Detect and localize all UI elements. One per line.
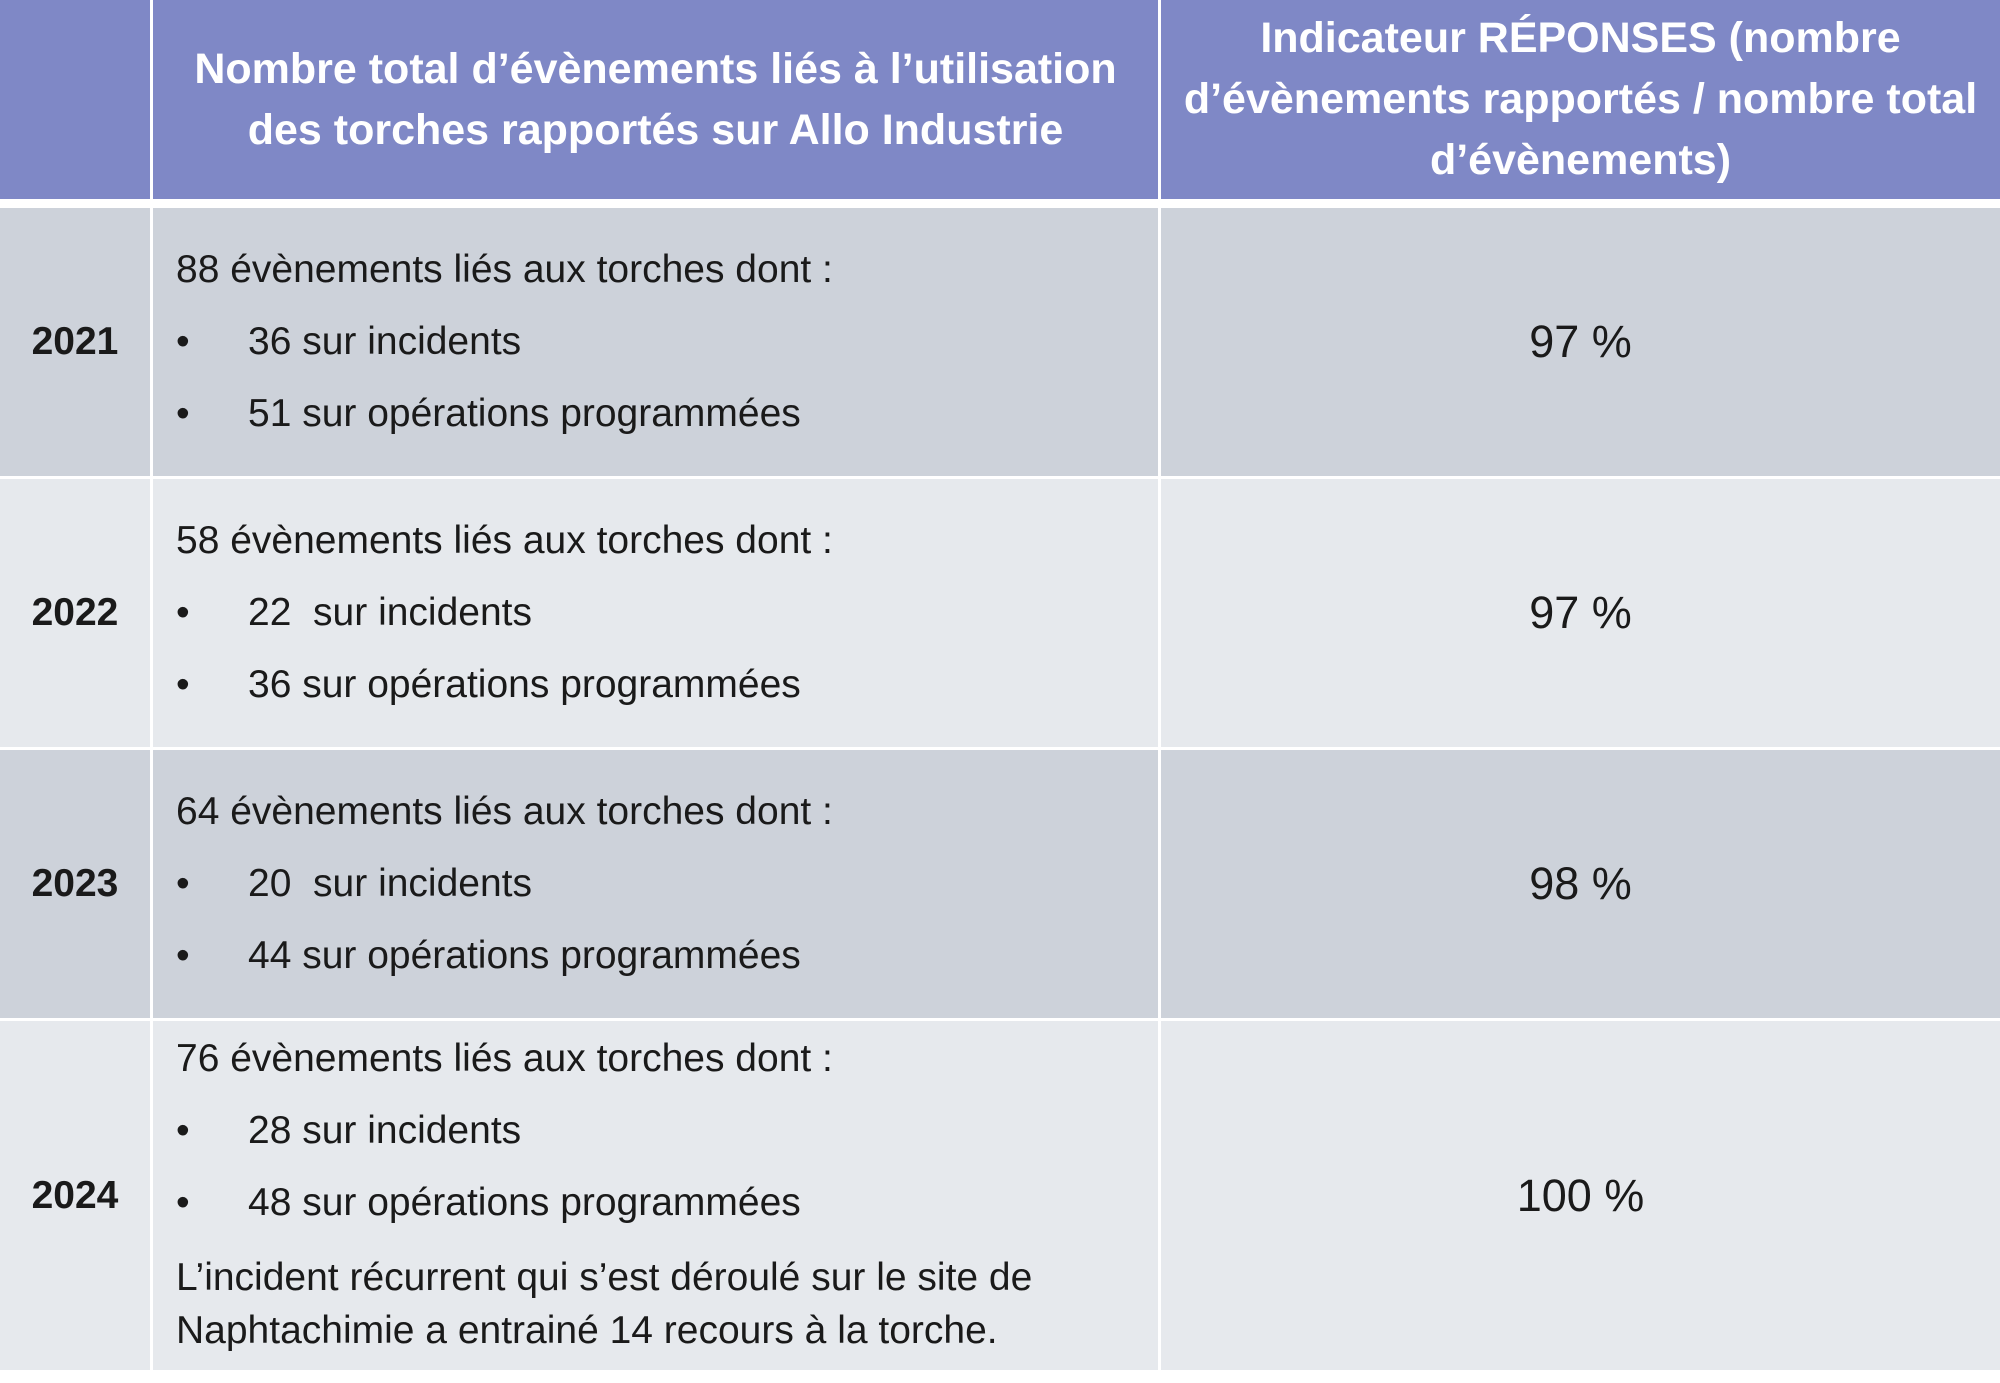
list-item: • 22 sur incidents xyxy=(176,577,1158,649)
list-item-text: 20 sur incidents xyxy=(248,862,532,905)
indicator-value: 98 % xyxy=(1529,858,1632,909)
bullet-icon: • xyxy=(176,934,190,977)
header-indicator-label: Indicateur RÉPONSES (nombre d’évènements… xyxy=(1183,14,1978,184)
list-item-text: 51 sur opérations programmées xyxy=(248,392,801,435)
events-cell-2024: 76 évènements liés aux torches dont : • … xyxy=(153,1021,1161,1370)
list-item: • 51 sur opérations programmées xyxy=(176,378,1158,450)
year-label: 2022 xyxy=(31,591,119,634)
year-cell-2023: 2023 xyxy=(0,750,153,1021)
year-label: 2021 xyxy=(31,320,119,363)
indicator-cell-2024: 100 % xyxy=(1161,1021,2000,1370)
events-summary: 88 évènements liés aux torches dont : xyxy=(176,248,833,291)
list-item-text: 36 sur opérations programmées xyxy=(248,663,801,706)
events-cell-2021: 88 évènements liés aux torches dont : • … xyxy=(153,208,1161,479)
year-cell-2021: 2021 xyxy=(0,208,153,479)
list-item-text: 28 sur incidents xyxy=(248,1109,522,1152)
bullet-icon: • xyxy=(176,1109,190,1152)
list-item: • 44 sur opérations programmées xyxy=(176,920,1158,992)
list-item: • 36 sur opérations programmées xyxy=(176,649,1158,721)
bullet-icon: • xyxy=(176,591,190,634)
header-indicator-cell: Indicateur RÉPONSES (nombre d’évènements… xyxy=(1161,0,2000,208)
year-cell-2024: 2024 xyxy=(0,1021,153,1370)
indicator-cell-2023: 98 % xyxy=(1161,750,2000,1021)
year-label: 2024 xyxy=(31,1173,119,1217)
bullet-icon: • xyxy=(176,862,190,905)
list-item: • 48 sur opérations programmées xyxy=(176,1167,1158,1239)
indicator-cell-2022: 97 % xyxy=(1161,479,2000,750)
list-item: • 36 sur incidents xyxy=(176,306,1158,378)
list-item-text: 48 sur opérations programmées xyxy=(248,1181,801,1224)
list-item: • 28 sur incidents xyxy=(176,1095,1158,1167)
events-cell-2022: 58 évènements liés aux torches dont : • … xyxy=(153,479,1161,750)
indicator-value: 97 % xyxy=(1529,587,1632,638)
events-summary: 58 évènements liés aux torches dont : xyxy=(176,519,833,562)
indicator-cell-2021: 97 % xyxy=(1161,208,2000,479)
bullet-icon: • xyxy=(176,392,190,435)
year-label: 2023 xyxy=(31,862,119,905)
indicator-value: 100 % xyxy=(1516,1169,1645,1221)
events-summary: 76 évènements liés aux torches dont : xyxy=(176,1037,833,1080)
year-cell-2022: 2022 xyxy=(0,479,153,750)
header-year-cell xyxy=(0,0,153,208)
indicator-value: 97 % xyxy=(1529,316,1632,367)
events-summary: 64 évènements liés aux torches dont : xyxy=(176,790,833,833)
events-cell-2023: 64 évènements liés aux torches dont : • … xyxy=(153,750,1161,1021)
bullet-icon: • xyxy=(176,1181,190,1224)
header-events-cell: Nombre total d’évènements liés à l’utili… xyxy=(153,0,1161,208)
header-events-label: Nombre total d’évènements liés à l’utili… xyxy=(194,44,1117,154)
bullet-icon: • xyxy=(176,663,190,706)
list-item-text: 22 sur incidents xyxy=(248,591,532,634)
list-item-text: 44 sur opérations programmées xyxy=(248,934,801,977)
list-item-text: 36 sur incidents xyxy=(248,320,522,363)
bullet-icon: • xyxy=(176,320,190,363)
list-item: • 20 sur incidents xyxy=(176,848,1158,920)
incident-note: L’incident récurrent qui s’est déroulé s… xyxy=(176,1256,1033,1352)
